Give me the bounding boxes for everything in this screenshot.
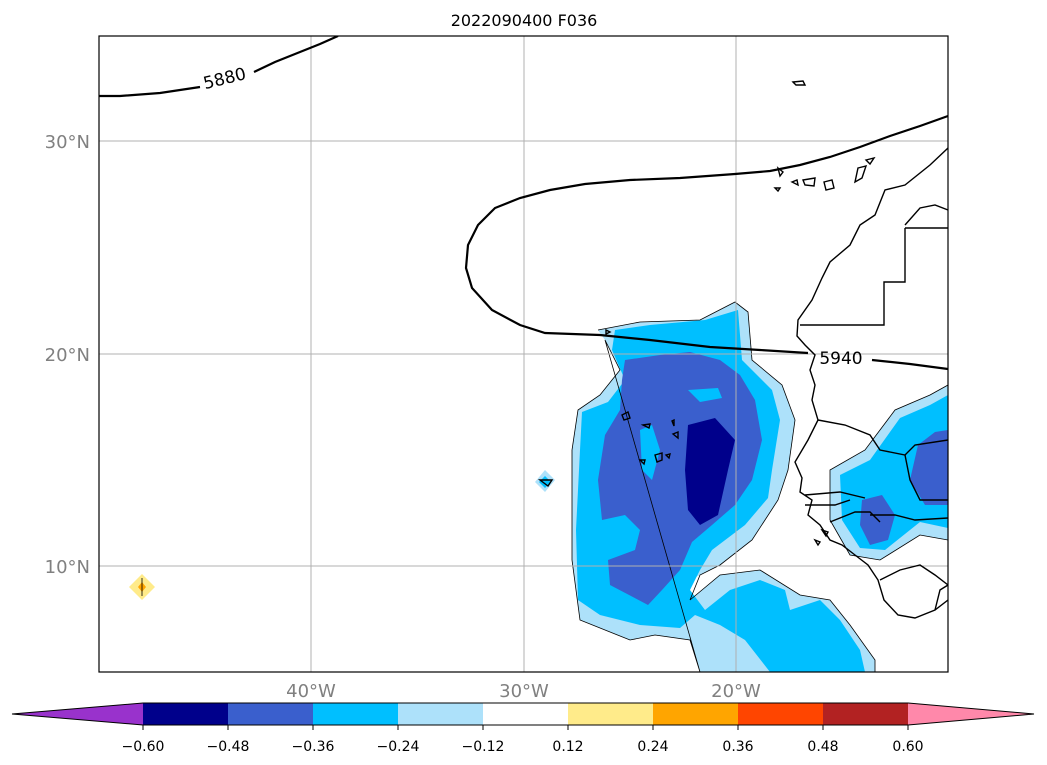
lat-label-30n: 30°N [45,132,90,153]
colorbar-segment [823,703,908,725]
contour-label-5940: 5940 [819,349,862,369]
colorbar-tick-label: −0.48 [207,739,250,755]
colorbar-tick-label: 0.60 [892,739,923,755]
contour-label-5880: 5880 [201,64,248,94]
colorbar-tick-label: −0.36 [292,739,335,755]
colorbar-tick-label: 0.48 [807,739,838,755]
anomaly-contours [141,301,948,672]
colorbar-extend-left [12,703,143,725]
colorbar-tick-label: −0.60 [122,739,165,755]
contour-5940-line [464,114,948,371]
shade-blue-east [910,430,948,505]
colorbar-segment [143,703,228,725]
colorbar-segment [228,703,313,725]
lon-label-30w: 30°W [499,681,549,702]
figure-title: 2022090400 F036 [451,11,598,30]
colorbar-segment [398,703,483,725]
lon-label-40w: 40°W [286,681,336,702]
longitude-labels: 40°W 30°W 20°W [286,681,761,702]
colorbar-segment [313,703,398,725]
shade-cyan-hole2 [688,388,722,402]
lon-label-20w: 20°W [711,681,761,702]
contour-5880-line [99,36,339,98]
colorbar-tick-label: 0.24 [637,739,668,755]
colorbar: −0.60 −0.48 −0.36 −0.24 −0.12 0.12 0.24 0.36 0.4… [11,702,1035,755]
colorbar-tick-label: 0.12 [552,739,583,755]
map-area: 5880 5940 [99,36,948,672]
lat-label-20n: 20°N [45,345,90,366]
colorbar-segment [653,703,738,725]
lat-label-10n: 10°N [45,557,90,578]
colorbar-tick-label: −0.24 [377,739,420,755]
colorbar-segment [483,703,568,725]
colorbar-segment [738,703,823,725]
latitude-labels: 30°N 20°N 10°N [45,132,90,578]
coastlines [537,80,948,619]
colorbar-extend-right [908,703,1034,725]
shade-blue-main [598,352,762,605]
anomaly-shading [129,302,948,672]
colorbar-tick-label: 0.36 [722,739,753,755]
shade-darkblue-core [685,418,735,525]
shade-cyan-hole [640,425,660,480]
colorbar-segment [568,703,653,725]
colorbar-tick-label: −0.12 [462,739,505,755]
height-contours [99,36,948,371]
map-frame [98,35,949,673]
